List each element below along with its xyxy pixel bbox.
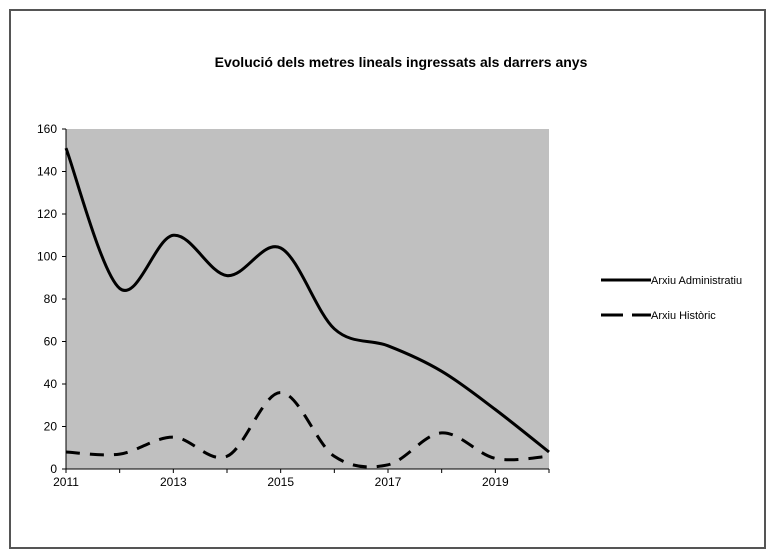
y-tick-label: 100 — [37, 250, 57, 264]
y-tick-label: 120 — [37, 207, 57, 221]
x-axis: 2011 2013 2015 2017 2019 — [53, 468, 550, 489]
legend-label-0: Arxiu Administratiu — [651, 275, 742, 287]
x-tick-label: 2017 — [375, 475, 402, 489]
chart-title: Evolució dels metres lineals ingressats … — [215, 54, 588, 70]
x-tick-label: 2015 — [267, 475, 294, 489]
y-axis: 0 20 40 60 80 100 120 140 160 — [37, 122, 67, 476]
series-line-0 — [64, 147, 550, 454]
legend-label-1: Arxiu Històric — [651, 310, 716, 322]
plot-area — [66, 129, 549, 469]
y-tick-label: 0 — [50, 462, 57, 476]
x-tick-label: 2019 — [482, 475, 509, 489]
y-tick-label: 60 — [44, 335, 58, 349]
chart: Evolució dels metres lineals ingressats … — [37, 54, 742, 489]
y-tick-label: 160 — [37, 122, 57, 136]
y-tick-label: 40 — [44, 377, 58, 391]
y-tick-label: 20 — [44, 420, 58, 434]
x-tick-label: 2013 — [160, 475, 187, 489]
series-group — [64, 147, 550, 469]
x-tick-label: 2011 — [53, 475, 79, 489]
legend: Arxiu Administratiu Arxiu Històric — [601, 275, 742, 322]
y-tick-label: 80 — [44, 292, 58, 306]
series-line-1 — [65, 391, 550, 469]
y-tick-label: 140 — [37, 165, 57, 179]
